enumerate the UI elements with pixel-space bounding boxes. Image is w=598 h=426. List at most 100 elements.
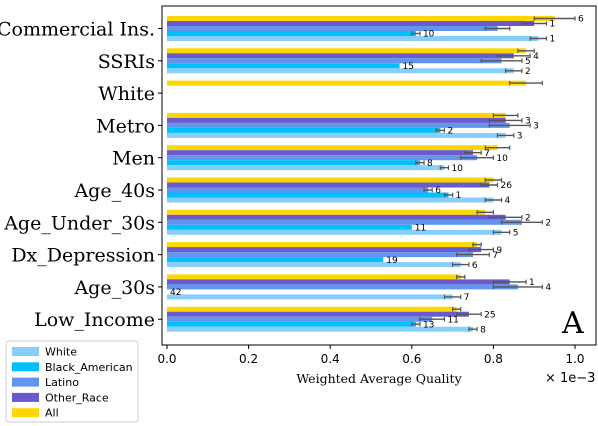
bar-label: 3 (517, 132, 523, 142)
bar-other_race-0 (167, 21, 535, 26)
bar-other_race-1 (167, 53, 514, 59)
bar-other_race-8 (167, 279, 510, 285)
bar-label: 3 (533, 122, 539, 132)
bar-black_american-0 (167, 31, 416, 36)
bar-label: 5 (513, 229, 519, 239)
x-tick-label: 0.0 (157, 352, 176, 366)
y-axis-category-labels: Commercial Ins. SSRIs White Metro Men Age_40s… (0, 19, 162, 331)
bar-all-7 (167, 242, 478, 248)
legend-label-white: White (45, 346, 77, 359)
y-category-label: Age_40s (73, 180, 155, 202)
bar-label: 5 (525, 57, 531, 67)
legend-swatch-other_race (12, 392, 39, 402)
x-tick-label: 0.6 (402, 352, 421, 366)
bar-other_race-3 (167, 117, 506, 123)
bar-latino-8 (167, 284, 518, 290)
y-category-label: Age_Under_30s (3, 212, 155, 234)
legend-label-latino: Latino (45, 376, 79, 389)
legend-swatch-latino (12, 377, 39, 387)
bar-black_american-1 (167, 63, 400, 69)
x-tick-label: 0.2 (239, 352, 258, 366)
bar-label: 1 (549, 35, 555, 45)
bar-label: 8 (480, 325, 486, 335)
y-category-label: White (98, 83, 155, 105)
bar-label: 7 (464, 293, 470, 303)
legend-label-all: All (45, 407, 59, 420)
bar-label: 2 (525, 67, 531, 77)
bar-latino-1 (167, 58, 502, 64)
y-category-label: Metro (96, 115, 155, 137)
bar-all-1 (167, 48, 527, 54)
bar-label: 4 (545, 283, 551, 293)
bar-black_american-9 (167, 321, 416, 327)
plot-area-frame (161, 5, 597, 346)
bar-label: 8 (427, 159, 433, 169)
y-category-label: SSRIs (98, 51, 155, 73)
x-tick-label: 0.8 (484, 352, 503, 366)
bar-black_american-7 (167, 257, 384, 263)
bar-white-7 (167, 262, 461, 268)
bar-label: 1 (549, 20, 555, 30)
bar-all-9 (167, 306, 457, 312)
bar-latino-9 (167, 316, 433, 322)
bar-black_american-4 (167, 160, 420, 166)
bar-all-2 (167, 80, 527, 86)
bar-label: 25 (484, 310, 495, 320)
bar-all-6 (167, 209, 486, 215)
bar-label: 2 (545, 219, 551, 229)
bar-white-5 (167, 197, 494, 203)
bar-latino-3 (167, 122, 510, 128)
x-axis-title: Weighted Average Quality (296, 371, 462, 386)
bar-label: 6 (472, 261, 478, 271)
x-axis-scale-note: × 1e−3 (545, 371, 595, 386)
bar-other_race-5 (167, 182, 490, 188)
bar-label: 4 (533, 52, 539, 62)
bar-label: 10 (452, 164, 464, 174)
bar-white-6 (167, 229, 502, 235)
x-tick-label: 0.4 (321, 352, 340, 366)
bar-label: 10 (423, 30, 435, 40)
bar-white-3 (167, 132, 506, 138)
error-bars-layer (411, 16, 576, 332)
bar-other_race-7 (167, 247, 482, 253)
bar-label: 42 (170, 288, 181, 298)
bar-label: 10 (496, 154, 508, 164)
bar-black_american-5 (167, 192, 449, 198)
bar-black_american-6 (167, 224, 412, 230)
bar-other_race-9 (167, 311, 469, 317)
panel-letter: A (561, 306, 584, 341)
legend-items: White Black_American Latino Other_Race All (12, 346, 133, 420)
bar-label: 15 (403, 62, 414, 72)
bar-other_race-6 (167, 214, 506, 220)
legend-swatch-all (12, 408, 39, 418)
legend-label-other_race: Other_Race (45, 391, 109, 404)
bar-latino-0 (167, 26, 498, 31)
bar-other_race-4 (167, 150, 473, 156)
legend-swatch-black_american (12, 362, 39, 372)
bar-all-8 (167, 274, 461, 280)
bar-white-4 (167, 165, 445, 171)
bar-all-4 (167, 145, 498, 151)
y-category-label: Men (112, 148, 155, 170)
y-category-label: Low_Income (34, 309, 155, 331)
bar-label: 1 (529, 278, 535, 288)
bar-latino-4 (167, 155, 478, 161)
bar-latino-5 (167, 187, 429, 193)
legend-label-black_american: Black_American (45, 361, 133, 374)
bar-label: 2 (447, 127, 453, 137)
bar-label: 7 (484, 149, 490, 159)
bar-label: 6 (578, 15, 584, 25)
x-tick-label: 1.0 (565, 352, 584, 366)
bar-all-5 (167, 177, 494, 183)
y-category-label: Age_30s (73, 277, 155, 299)
x-axis-ticks: 0.0 0.2 0.4 0.6 0.8 1.0 (157, 345, 585, 366)
bar-label: 6 (435, 186, 441, 196)
y-category-label: Dx_Depression (11, 245, 155, 267)
bar-black_american-3 (167, 127, 441, 133)
legend: White Black_American Latino Other_Race All (5, 340, 139, 423)
bar-label: 1 (456, 191, 462, 201)
legend-swatch-white (12, 347, 39, 356)
bar-white-9 (167, 326, 473, 332)
